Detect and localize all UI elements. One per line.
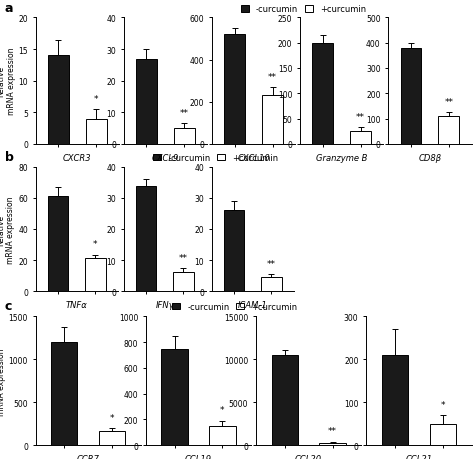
Text: a: a: [5, 2, 13, 15]
Text: *: *: [441, 400, 445, 409]
Bar: [136, 59, 157, 145]
Bar: [51, 342, 77, 445]
Text: *: *: [94, 95, 99, 104]
Bar: [48, 197, 68, 291]
Bar: [210, 426, 236, 445]
X-axis label: CCL20: CCL20: [295, 454, 322, 459]
X-axis label: CXCL10: CXCL10: [237, 154, 270, 162]
Bar: [401, 49, 421, 145]
X-axis label: CCL19: CCL19: [185, 454, 212, 459]
Bar: [173, 273, 194, 291]
Y-axis label: Relative
mRNA expression: Relative mRNA expression: [0, 48, 16, 115]
X-axis label: ICAM-1: ICAM-1: [238, 301, 268, 309]
Bar: [85, 259, 106, 291]
Text: **: **: [179, 253, 188, 262]
Text: *: *: [110, 413, 115, 422]
X-axis label: TNFα: TNFα: [66, 301, 88, 309]
X-axis label: Granzyme B: Granzyme B: [316, 154, 367, 162]
Bar: [224, 35, 245, 145]
Text: **: **: [445, 98, 453, 106]
X-axis label: CCR7: CCR7: [77, 454, 100, 459]
Bar: [438, 117, 459, 145]
Bar: [224, 211, 244, 291]
Bar: [272, 355, 298, 445]
Text: c: c: [5, 299, 12, 312]
Bar: [99, 431, 126, 445]
X-axis label: CD8β: CD8β: [419, 154, 441, 162]
Text: **: **: [356, 112, 365, 122]
Bar: [261, 278, 282, 291]
Bar: [161, 349, 188, 445]
Bar: [262, 96, 283, 145]
X-axis label: IFNγ: IFNγ: [155, 301, 174, 309]
Text: **: **: [267, 259, 276, 268]
Bar: [86, 119, 107, 145]
Text: **: **: [180, 109, 189, 118]
Bar: [319, 442, 346, 445]
Bar: [174, 129, 195, 145]
Text: **: **: [268, 73, 277, 81]
X-axis label: CXCL9: CXCL9: [152, 154, 179, 162]
Legend: -curcumin, +curcumin: -curcumin, +curcumin: [152, 152, 280, 164]
X-axis label: CCL21: CCL21: [405, 454, 432, 459]
Text: **: **: [328, 426, 337, 436]
Text: *: *: [93, 240, 98, 249]
Bar: [350, 132, 371, 145]
Text: b: b: [5, 151, 14, 163]
Bar: [136, 186, 156, 291]
Bar: [48, 56, 69, 145]
Y-axis label: Relative
mRNA expression: Relative mRNA expression: [0, 196, 15, 263]
Bar: [312, 44, 333, 145]
Legend: -curcumin, +curcumin: -curcumin, +curcumin: [239, 4, 367, 16]
Text: *: *: [220, 405, 225, 414]
Bar: [382, 355, 408, 445]
Bar: [430, 424, 456, 445]
Legend: -curcumin, +curcumin: -curcumin, +curcumin: [171, 301, 299, 313]
X-axis label: CXCR3: CXCR3: [63, 154, 91, 162]
Y-axis label: Relative
mRNA expression: Relative mRNA expression: [0, 347, 6, 414]
